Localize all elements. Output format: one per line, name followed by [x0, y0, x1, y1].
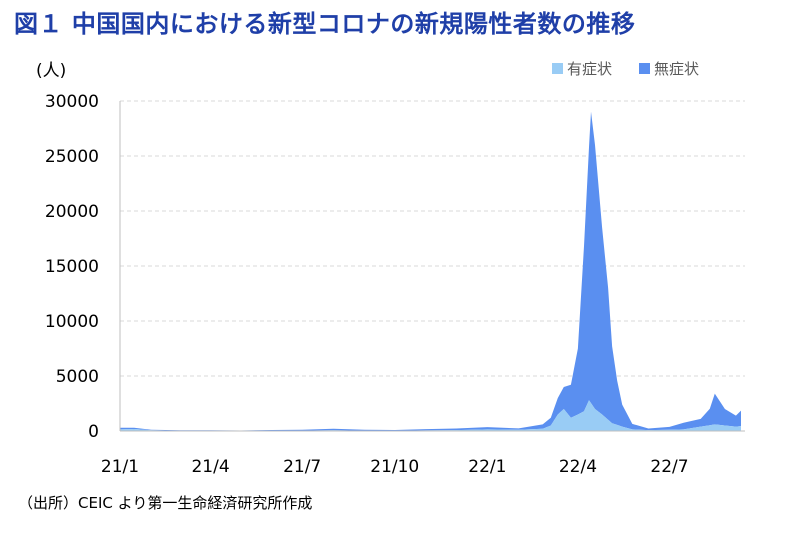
x-tick-label: 21/10	[370, 457, 419, 477]
x-tick-label: 22/1	[468, 457, 506, 477]
x-axis-ticks: 21/1 21/4 21/7 21/10 22/1 22/4 22/7	[101, 457, 689, 477]
y-tick-label: 25000	[45, 147, 99, 167]
page-title: 図１ 中国国内における新型コロナの新規陽性者数の推移	[14, 10, 636, 38]
chart-gridlines	[120, 100, 745, 377]
y-axis-label: (人)	[36, 61, 66, 81]
x-tick-label: 22/4	[559, 457, 597, 477]
x-tick-label: 21/1	[101, 457, 139, 477]
legend-label-asymptomatic: 無症状	[654, 60, 699, 78]
x-tick-label: 21/4	[191, 457, 229, 477]
area-series-asymptomatic	[120, 111, 741, 431]
y-tick-label: 15000	[45, 257, 99, 277]
y-tick-label: 5000	[56, 367, 99, 387]
chart-areas	[120, 111, 741, 431]
area-series-symptomatic	[120, 400, 741, 431]
y-tick-label: 20000	[45, 202, 99, 222]
x-tick-label: 21/7	[283, 457, 321, 477]
y-tick-label: 0	[88, 422, 99, 442]
chart-axes	[119, 101, 745, 432]
x-tick-label: 22/7	[650, 457, 688, 477]
legend-swatch-asymptomatic	[639, 63, 650, 74]
legend-label-symptomatic: 有症状	[567, 60, 612, 78]
source-note: （出所）CEIC より第一生命経済研究所作成	[18, 494, 313, 512]
y-tick-label: 30000	[45, 92, 99, 112]
legend-swatch-symptomatic	[552, 63, 563, 74]
chart-legend: 有症状 無症状	[552, 60, 699, 78]
y-tick-label: 10000	[45, 312, 99, 332]
y-axis-ticks: 0 5000 10000 15000 20000 25000 30000	[45, 92, 99, 442]
